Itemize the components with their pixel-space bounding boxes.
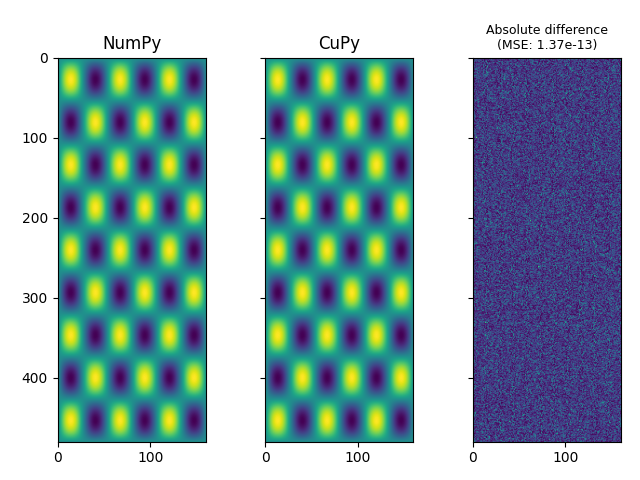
Title: Absolute difference
(MSE: 1.37e-13): Absolute difference (MSE: 1.37e-13) — [486, 24, 608, 52]
Title: CuPy: CuPy — [318, 35, 360, 53]
Title: NumPy: NumPy — [102, 35, 161, 53]
